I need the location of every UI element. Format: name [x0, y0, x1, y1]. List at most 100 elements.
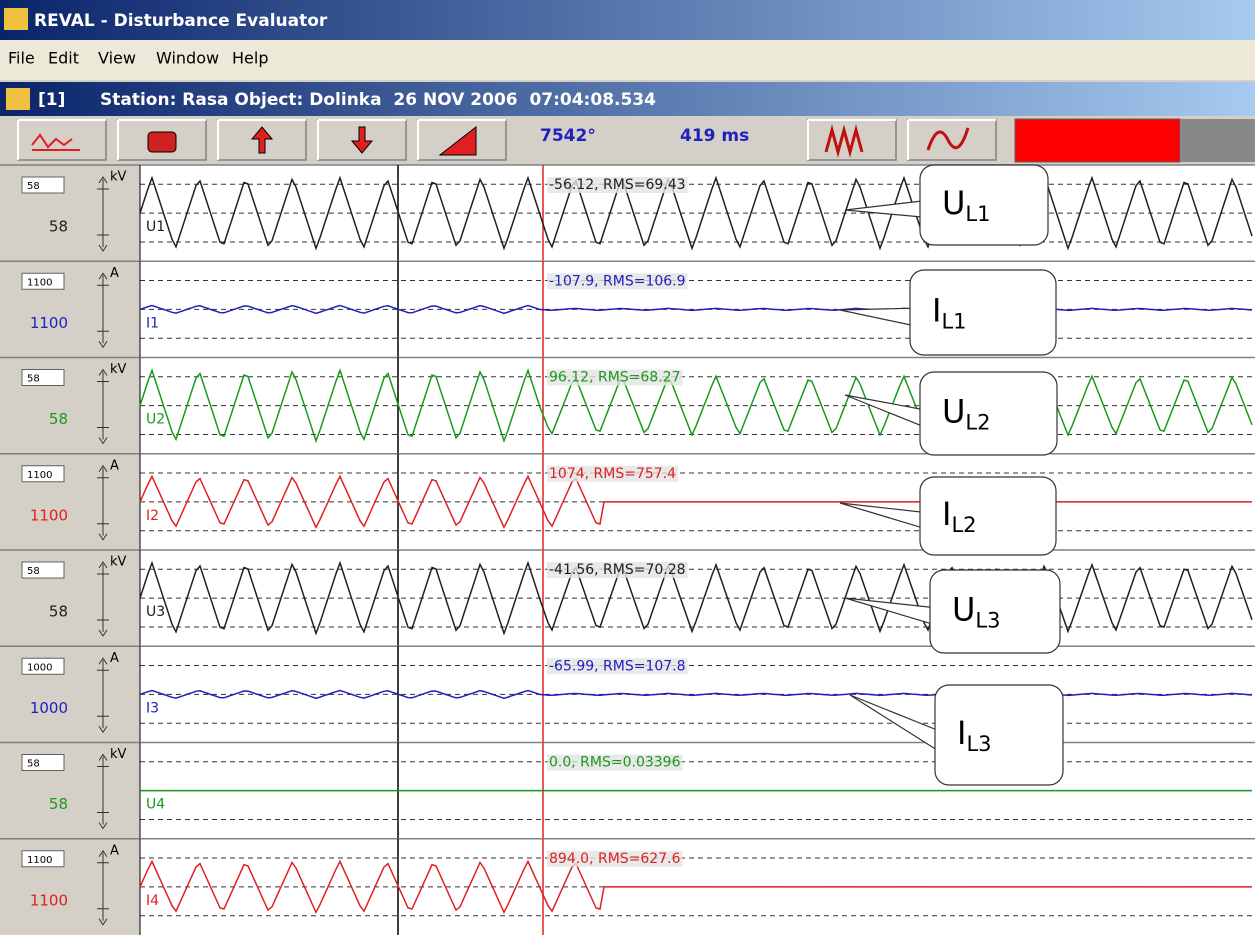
tail-joint — [921, 513, 924, 527]
menu-bar — [0, 40, 1255, 80]
readout-bg — [547, 658, 688, 675]
channel: 1100 1100 A I4 894.0, RMS=627.6 — [0, 838, 1255, 935]
callout-box — [919, 164, 1049, 246]
callout-label: UL3 — [952, 591, 1000, 633]
callout: IL1 — [839, 269, 1057, 356]
waveform — [139, 560, 1253, 636]
menu-item[interactable]: View — [98, 49, 136, 68]
readout-bg — [547, 754, 683, 771]
callout-box — [934, 684, 1064, 786]
waveform — [139, 689, 1253, 700]
channel: 58 58 kV U3 -41.56, RMS=70.28 — [0, 549, 1255, 647]
icon-down — [350, 126, 374, 154]
readout-bg — [547, 369, 683, 386]
scale-input[interactable] — [21, 754, 65, 771]
channel-name: U1 — [146, 219, 165, 235]
unit-label: kV — [110, 170, 127, 185]
unit-label: A — [110, 843, 119, 858]
icon-measure — [438, 125, 477, 156]
scale-input-value: 1100 — [27, 277, 52, 288]
unit-label: kV — [110, 555, 127, 570]
callout-subscript: L3 — [975, 609, 1000, 633]
menu-item[interactable]: Help — [232, 49, 268, 68]
scale-label: 58 — [49, 218, 68, 236]
unit-label: A — [110, 266, 119, 281]
scale-input-value: 1000 — [27, 662, 52, 673]
scale-input[interactable] — [21, 850, 65, 868]
channel-name: I1 — [146, 315, 159, 331]
callout-label: UL1 — [942, 184, 990, 226]
menu-item[interactable]: Window — [156, 49, 219, 68]
scale-input-value: 1100 — [27, 470, 52, 481]
icon-printer — [147, 131, 177, 153]
tail-joint — [931, 608, 934, 623]
callout: UL3 — [844, 569, 1061, 654]
scale-input-value: 58 — [27, 374, 40, 385]
cursor-readout: 1074, RMS=757.4 — [549, 466, 676, 482]
readout-bg — [547, 850, 683, 867]
menu-item[interactable]: File — [8, 49, 35, 68]
axis-glyph — [97, 464, 109, 541]
waveform — [139, 304, 1253, 315]
scale-input[interactable] — [21, 657, 65, 675]
channel-name: I3 — [146, 700, 159, 716]
scale-input-value: 1100 — [27, 855, 52, 866]
waveform — [139, 175, 1253, 251]
time-readout: 419 ms — [680, 126, 749, 146]
callout-tail — [844, 597, 933, 625]
scale-input[interactable] — [21, 369, 65, 386]
callout-tail — [849, 694, 938, 751]
window-title: REVAL - Disturbance Evaluator — [34, 11, 328, 31]
app-icon — [4, 8, 28, 30]
icon-sine — [926, 127, 970, 151]
channel-name: I4 — [146, 893, 159, 909]
callout-tail — [844, 200, 923, 218]
cursor-readout: -41.56, RMS=70.28 — [549, 562, 686, 578]
cursor-readout: -107.9, RMS=106.9 — [549, 273, 686, 289]
axis-glyph — [97, 176, 109, 252]
document-index: [1] — [38, 90, 65, 110]
callout-label: IL2 — [942, 495, 977, 537]
scale-input[interactable] — [21, 465, 65, 483]
callout-label: IL1 — [932, 292, 967, 334]
document-caption-bar — [0, 82, 1255, 116]
waveform — [139, 859, 1252, 915]
scale-input[interactable] — [21, 176, 65, 194]
axis-glyph — [97, 657, 109, 734]
axis-glyph — [97, 753, 109, 830]
callout-letter: I — [942, 495, 951, 533]
unit-label: kV — [110, 747, 127, 762]
callout-letter: I — [957, 714, 966, 752]
scale-input[interactable] — [21, 272, 65, 290]
title-bar — [0, 0, 1255, 40]
scale-label: 1000 — [30, 699, 68, 717]
icon-multi-wave — [824, 124, 864, 158]
cursor-readout: 96.12, RMS=68.27 — [549, 370, 680, 386]
toolbar-button[interactable] — [17, 119, 107, 161]
channel: 58 58 kV U4 0.0, RMS=0.03396 — [0, 741, 1255, 839]
callout-letter: I — [932, 292, 941, 330]
waveform — [139, 474, 1252, 530]
toolbar-button[interactable] — [907, 119, 997, 161]
callout-box — [919, 476, 1057, 556]
callout: UL1 — [844, 164, 1049, 246]
scale-input[interactable] — [21, 561, 65, 579]
scale-label: 58 — [49, 410, 68, 428]
callout-box — [909, 269, 1057, 356]
channel-name: U2 — [146, 412, 165, 428]
channel: 58 58 kV U1 -56.12, RMS=69.43 — [0, 164, 1255, 262]
status-gray — [1180, 119, 1255, 162]
callout-tail — [839, 502, 923, 529]
callout-tail — [839, 307, 913, 326]
readout-bg — [547, 562, 688, 578]
icon-up — [250, 126, 274, 154]
callout-box — [919, 371, 1058, 456]
callout-box — [929, 569, 1061, 654]
cursor-readout: -65.99, RMS=107.8 — [549, 658, 686, 674]
menu-item[interactable]: Edit — [48, 49, 79, 68]
scale-label: 58 — [49, 603, 68, 621]
callout-letter: U — [952, 591, 975, 629]
callout-letter: U — [942, 184, 965, 222]
